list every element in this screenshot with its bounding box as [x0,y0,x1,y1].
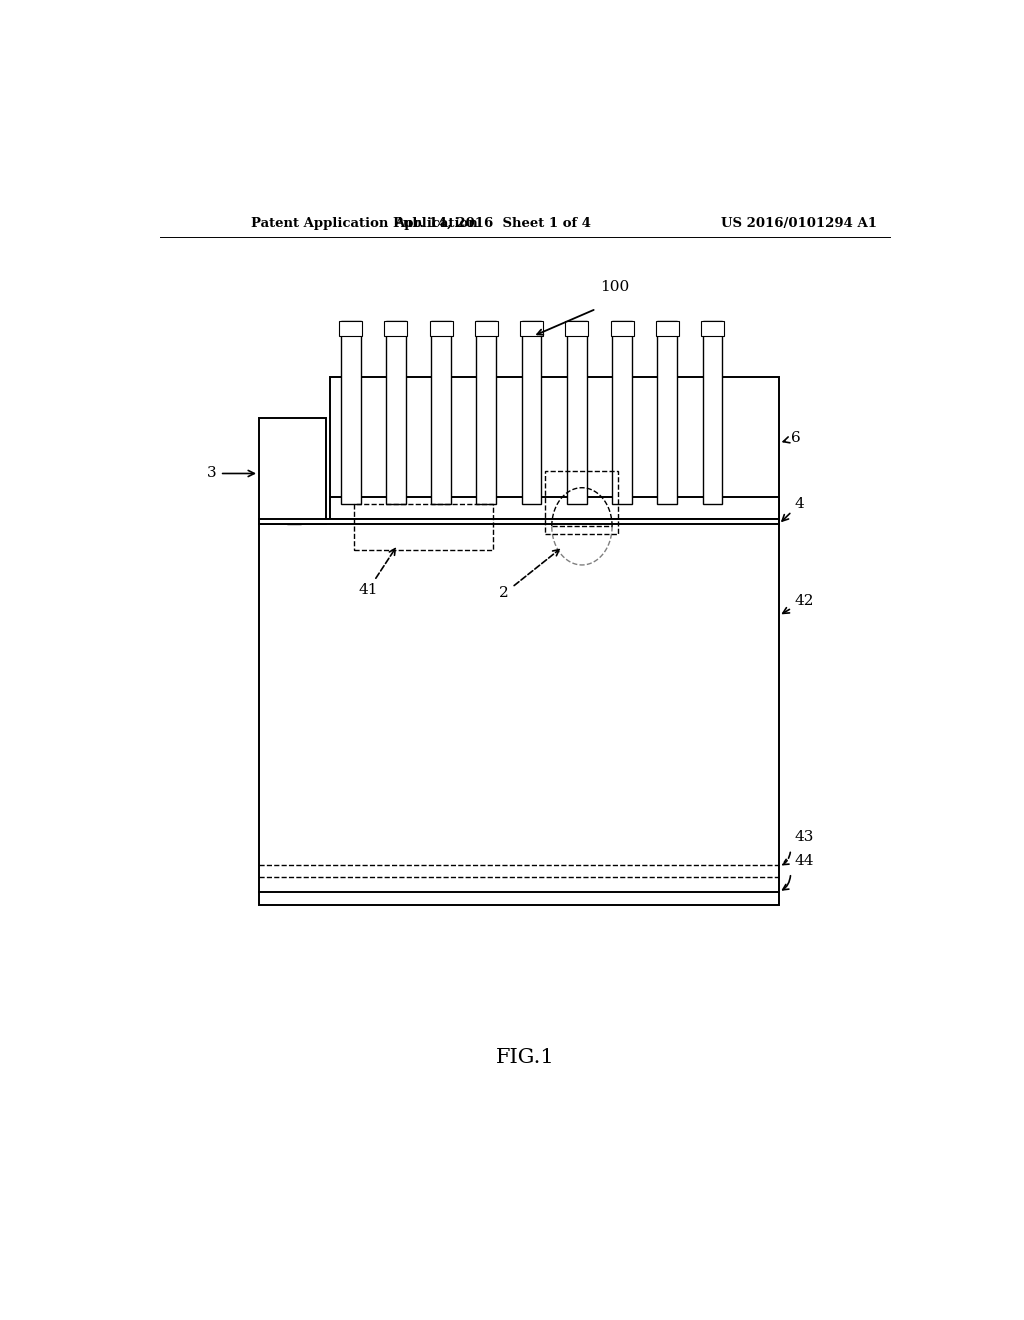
Text: 43: 43 [795,830,814,845]
Bar [431,321,451,504]
Text: 100: 100 [600,280,630,293]
Text: 42: 42 [782,594,814,614]
Bar [655,321,679,337]
Text: FIG.1: FIG.1 [496,1048,554,1068]
Bar [475,321,498,337]
Text: 44: 44 [795,854,814,867]
Bar [546,471,618,535]
Bar [476,321,497,504]
Text: 6: 6 [783,430,801,445]
Bar [520,321,543,337]
Bar [567,321,587,504]
Bar [610,321,634,337]
Bar [287,519,301,524]
Text: Apr. 14, 2016  Sheet 1 of 4: Apr. 14, 2016 Sheet 1 of 4 [394,216,592,230]
Text: Patent Application Publication: Patent Application Publication [251,216,478,230]
Bar [354,504,494,549]
Text: 3: 3 [207,466,254,480]
Bar [384,321,408,337]
Text: US 2016/0101294 A1: US 2016/0101294 A1 [721,216,877,230]
Text: 41: 41 [358,549,395,598]
Bar [702,321,722,504]
Bar [259,519,778,906]
Text: 4: 4 [782,496,805,521]
Bar [259,417,327,524]
Bar [259,519,778,524]
Bar [657,321,677,504]
Bar [331,378,778,519]
Bar [341,321,360,504]
Bar [701,321,724,337]
Bar [386,321,406,504]
Bar [430,321,453,337]
Bar [331,496,778,519]
Bar [612,321,632,504]
Bar [339,321,362,337]
Bar [565,321,588,337]
Text: 2: 2 [500,549,559,601]
Bar [521,321,542,504]
